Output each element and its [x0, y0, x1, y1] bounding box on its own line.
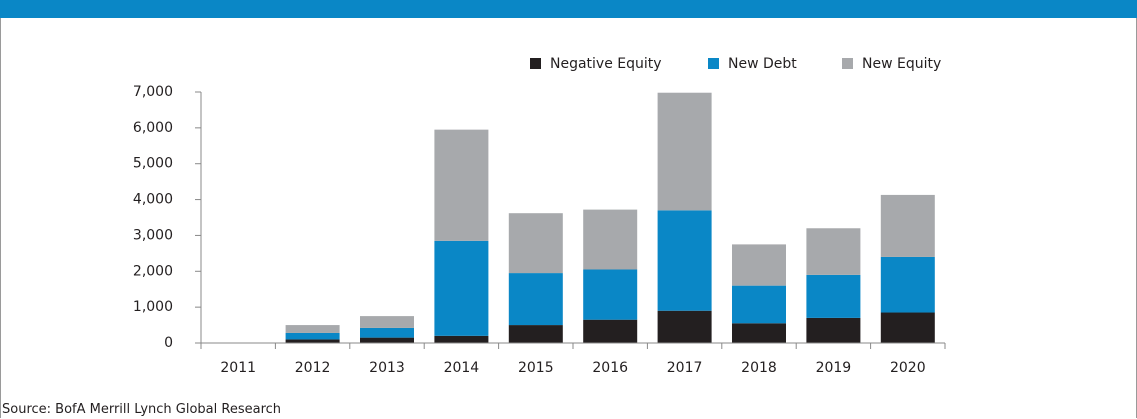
- x-tick-label: 2019: [816, 360, 852, 376]
- source-note: Source: BofA Merrill Lynch Global Resear…: [2, 402, 282, 417]
- x-tick-label: 2016: [592, 360, 628, 376]
- bar-segment: [880, 256, 935, 313]
- bar-segment: [360, 327, 414, 338]
- bar-segment: [657, 310, 712, 343]
- legend-swatch: [708, 58, 719, 69]
- bar-segment: [732, 244, 786, 286]
- bar-segment: [583, 319, 638, 343]
- bar-segment: [732, 323, 786, 343]
- bar-segment: [285, 332, 340, 340]
- bar-segment: [732, 285, 786, 324]
- y-tick-label: 7,000: [133, 84, 173, 100]
- bar-segment: [806, 317, 861, 343]
- y-tick-label: 2,000: [133, 263, 173, 279]
- y-tick-label: 4,000: [133, 192, 173, 208]
- bar-segment: [657, 210, 712, 311]
- bar-segment: [360, 316, 414, 328]
- bar-segment: [583, 269, 638, 320]
- bar-segment: [508, 273, 563, 326]
- x-tick-label: 2020: [890, 360, 926, 376]
- y-tick-label: 5,000: [133, 156, 173, 172]
- bar-segment: [657, 92, 712, 211]
- x-tick-label: 2015: [518, 360, 554, 376]
- x-tick-label: 2012: [295, 360, 331, 376]
- header-bar: [0, 0, 1137, 18]
- legend-label: Negative Equity: [550, 56, 662, 72]
- bar-segment: [285, 325, 340, 333]
- bar-segment: [880, 312, 935, 343]
- bar-segment: [806, 228, 861, 275]
- bar-segment: [434, 240, 489, 336]
- x-tick-label: 2017: [667, 360, 703, 376]
- y-tick-label: 3,000: [133, 227, 173, 243]
- bar-segment: [508, 325, 563, 343]
- legend-label: New Equity: [862, 56, 941, 72]
- y-tick-label: 0: [164, 335, 173, 351]
- bar-segment: [880, 194, 935, 257]
- bar-segment: [806, 274, 861, 318]
- bar-segment: [360, 337, 414, 343]
- y-tick-label: 1,000: [133, 299, 173, 315]
- x-tick-label: 2014: [444, 360, 480, 376]
- legend-swatch: [530, 58, 541, 69]
- bar-segment: [434, 129, 489, 241]
- bar-segment: [583, 209, 638, 270]
- legend-swatch: [842, 58, 853, 69]
- legend-label: New Debt: [728, 56, 797, 72]
- bar-segment: [434, 335, 489, 343]
- x-tick-label: 2013: [369, 360, 405, 376]
- x-tick-label: 2011: [220, 360, 256, 376]
- x-tick-label: 2018: [741, 360, 777, 376]
- y-tick-label: 6,000: [133, 120, 173, 136]
- bar-segment: [285, 339, 340, 343]
- bar-segment: [508, 213, 563, 274]
